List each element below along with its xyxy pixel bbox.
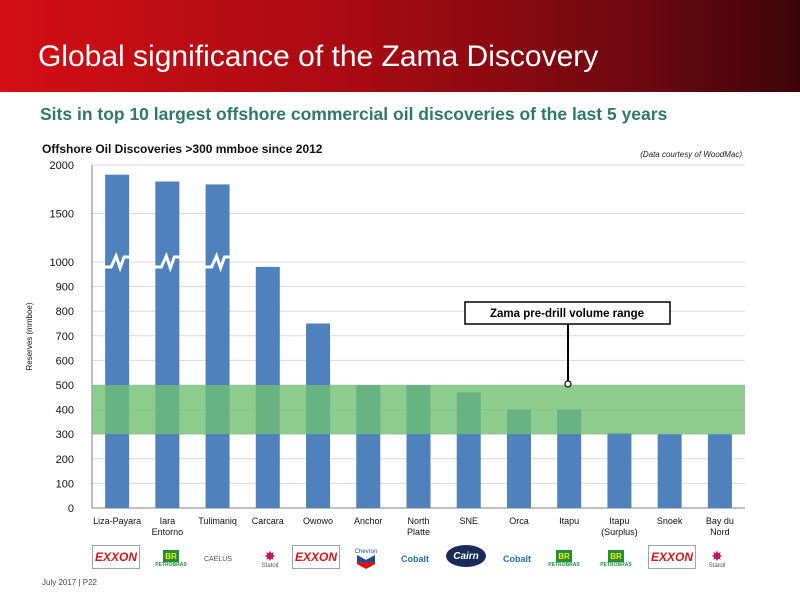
cairn-logo: Cairn bbox=[446, 545, 486, 567]
exxon-logo: EXXON bbox=[648, 545, 696, 569]
chevron-icon bbox=[357, 555, 375, 569]
chart-title: Offshore Oil Discoveries >300 mmboe sinc… bbox=[42, 142, 323, 156]
bar bbox=[707, 434, 732, 508]
x-tick-label: Entorno bbox=[152, 527, 184, 537]
x-tick-label: Iara bbox=[160, 516, 176, 526]
petrobras-logo-mark: BR bbox=[163, 550, 179, 562]
y-axis-title: Reserves (mmboe) bbox=[25, 302, 34, 370]
bar bbox=[607, 432, 632, 508]
x-tick-label: Anchor bbox=[354, 516, 383, 526]
y-tick-label: 1500 bbox=[50, 209, 74, 221]
title-banner: Global significance of the Zama Discover… bbox=[0, 0, 800, 92]
y-tick-label: 400 bbox=[56, 405, 74, 417]
x-tick-label: Nord bbox=[710, 527, 730, 537]
petrobras-logo-text: PETROBRAS bbox=[155, 562, 187, 568]
y-tick-label: 600 bbox=[56, 355, 74, 367]
data-credit: (Data courtesy of WoodMac) bbox=[640, 150, 742, 159]
cobalt-logo: Cobalt bbox=[392, 545, 438, 573]
x-tick-label: Owowo bbox=[303, 516, 333, 526]
exxon-logo-text: EXXON bbox=[294, 550, 337, 564]
axis-break-mark bbox=[202, 251, 233, 273]
petrobras-logo-text: PETROBRAS bbox=[548, 562, 580, 568]
page-title: Global significance of the Zama Discover… bbox=[38, 40, 599, 73]
statoil-star-icon: ✸ bbox=[264, 548, 276, 564]
statoil-logo: ✸ Statoil bbox=[258, 545, 282, 573]
exxon-logo-text: EXXON bbox=[94, 550, 137, 564]
bar bbox=[155, 181, 180, 509]
axis-break-mark bbox=[152, 251, 183, 273]
x-tick-label: Itapu bbox=[559, 516, 579, 526]
x-tick-label: Bay du bbox=[706, 516, 734, 526]
page-subtitle: Sits in top 10 largest offshore commerci… bbox=[40, 104, 668, 124]
axis-break-mark bbox=[102, 251, 133, 273]
caelus-logo: CAELUS bbox=[192, 545, 244, 573]
x-tick-label: Snoek bbox=[657, 516, 683, 526]
statoil-star-icon: ✸ bbox=[711, 548, 723, 564]
petrobras-logo: BR PETROBRAS bbox=[155, 545, 187, 573]
caelus-logo-text: CAELUS bbox=[203, 555, 232, 563]
y-tick-label: 100 bbox=[56, 478, 74, 490]
x-tick-label: Liza-Payara bbox=[93, 516, 141, 526]
statoil-logo-text: Statoil bbox=[261, 563, 279, 569]
y-tick-label: 2000 bbox=[50, 160, 74, 172]
footer-date-page: July 2017 | P22 bbox=[42, 578, 98, 587]
petrobras-logo: BR PETROBRAS bbox=[548, 545, 580, 573]
exxon-logo: EXXON bbox=[92, 545, 140, 569]
y-tick-label: 900 bbox=[56, 282, 74, 294]
y-tick-label: 300 bbox=[56, 429, 74, 441]
statoil-logo-text: Statoil bbox=[708, 563, 726, 569]
x-tick-label: Carcara bbox=[252, 516, 284, 526]
bar bbox=[105, 174, 130, 508]
cobalt-logo-text: Cobalt bbox=[401, 554, 429, 564]
y-tick-label: 700 bbox=[56, 331, 74, 343]
y-tick-label: 800 bbox=[56, 306, 74, 318]
y-tick-label: 1000 bbox=[50, 257, 74, 269]
exxon-logo-text: EXXON bbox=[650, 550, 693, 564]
petrobras-logo: BR PETROBRAS bbox=[600, 545, 632, 573]
exxon-logo: EXXON bbox=[292, 545, 340, 569]
petrobras-logo-mark: BR bbox=[556, 550, 572, 562]
y-tick-label: 200 bbox=[56, 454, 74, 466]
cobalt-logo: Cobalt bbox=[494, 545, 540, 573]
callout-point bbox=[564, 380, 572, 388]
chevron-logo-text: Chevron bbox=[354, 549, 378, 555]
x-tick-label: North bbox=[407, 516, 429, 526]
x-tick-label: Tulimaniq bbox=[198, 516, 237, 526]
petrobras-logo-mark: BR bbox=[608, 550, 624, 562]
chevron-logo: Chevron bbox=[352, 545, 380, 573]
x-tick-label: Itapu bbox=[609, 516, 629, 526]
cobalt-logo-text: Cobalt bbox=[503, 554, 531, 564]
statoil-logo: ✸ Statoil bbox=[705, 545, 729, 573]
callout-label: Zama pre-drill volume range bbox=[490, 308, 644, 320]
bar bbox=[205, 184, 230, 508]
bar bbox=[657, 434, 682, 508]
x-tick-label: (Surplus) bbox=[601, 527, 638, 537]
y-tick-label: 0 bbox=[68, 503, 74, 515]
petrobras-logo-text: PETROBRAS bbox=[600, 562, 632, 568]
cairn-logo-text: Cairn bbox=[453, 550, 479, 562]
x-tick-label: Orca bbox=[509, 516, 529, 526]
y-tick-label: 500 bbox=[56, 380, 74, 392]
callout-box bbox=[464, 301, 671, 325]
zama-range-band bbox=[92, 385, 745, 435]
x-tick-label: Platte bbox=[407, 527, 430, 537]
x-tick-label: SNE bbox=[459, 516, 478, 526]
